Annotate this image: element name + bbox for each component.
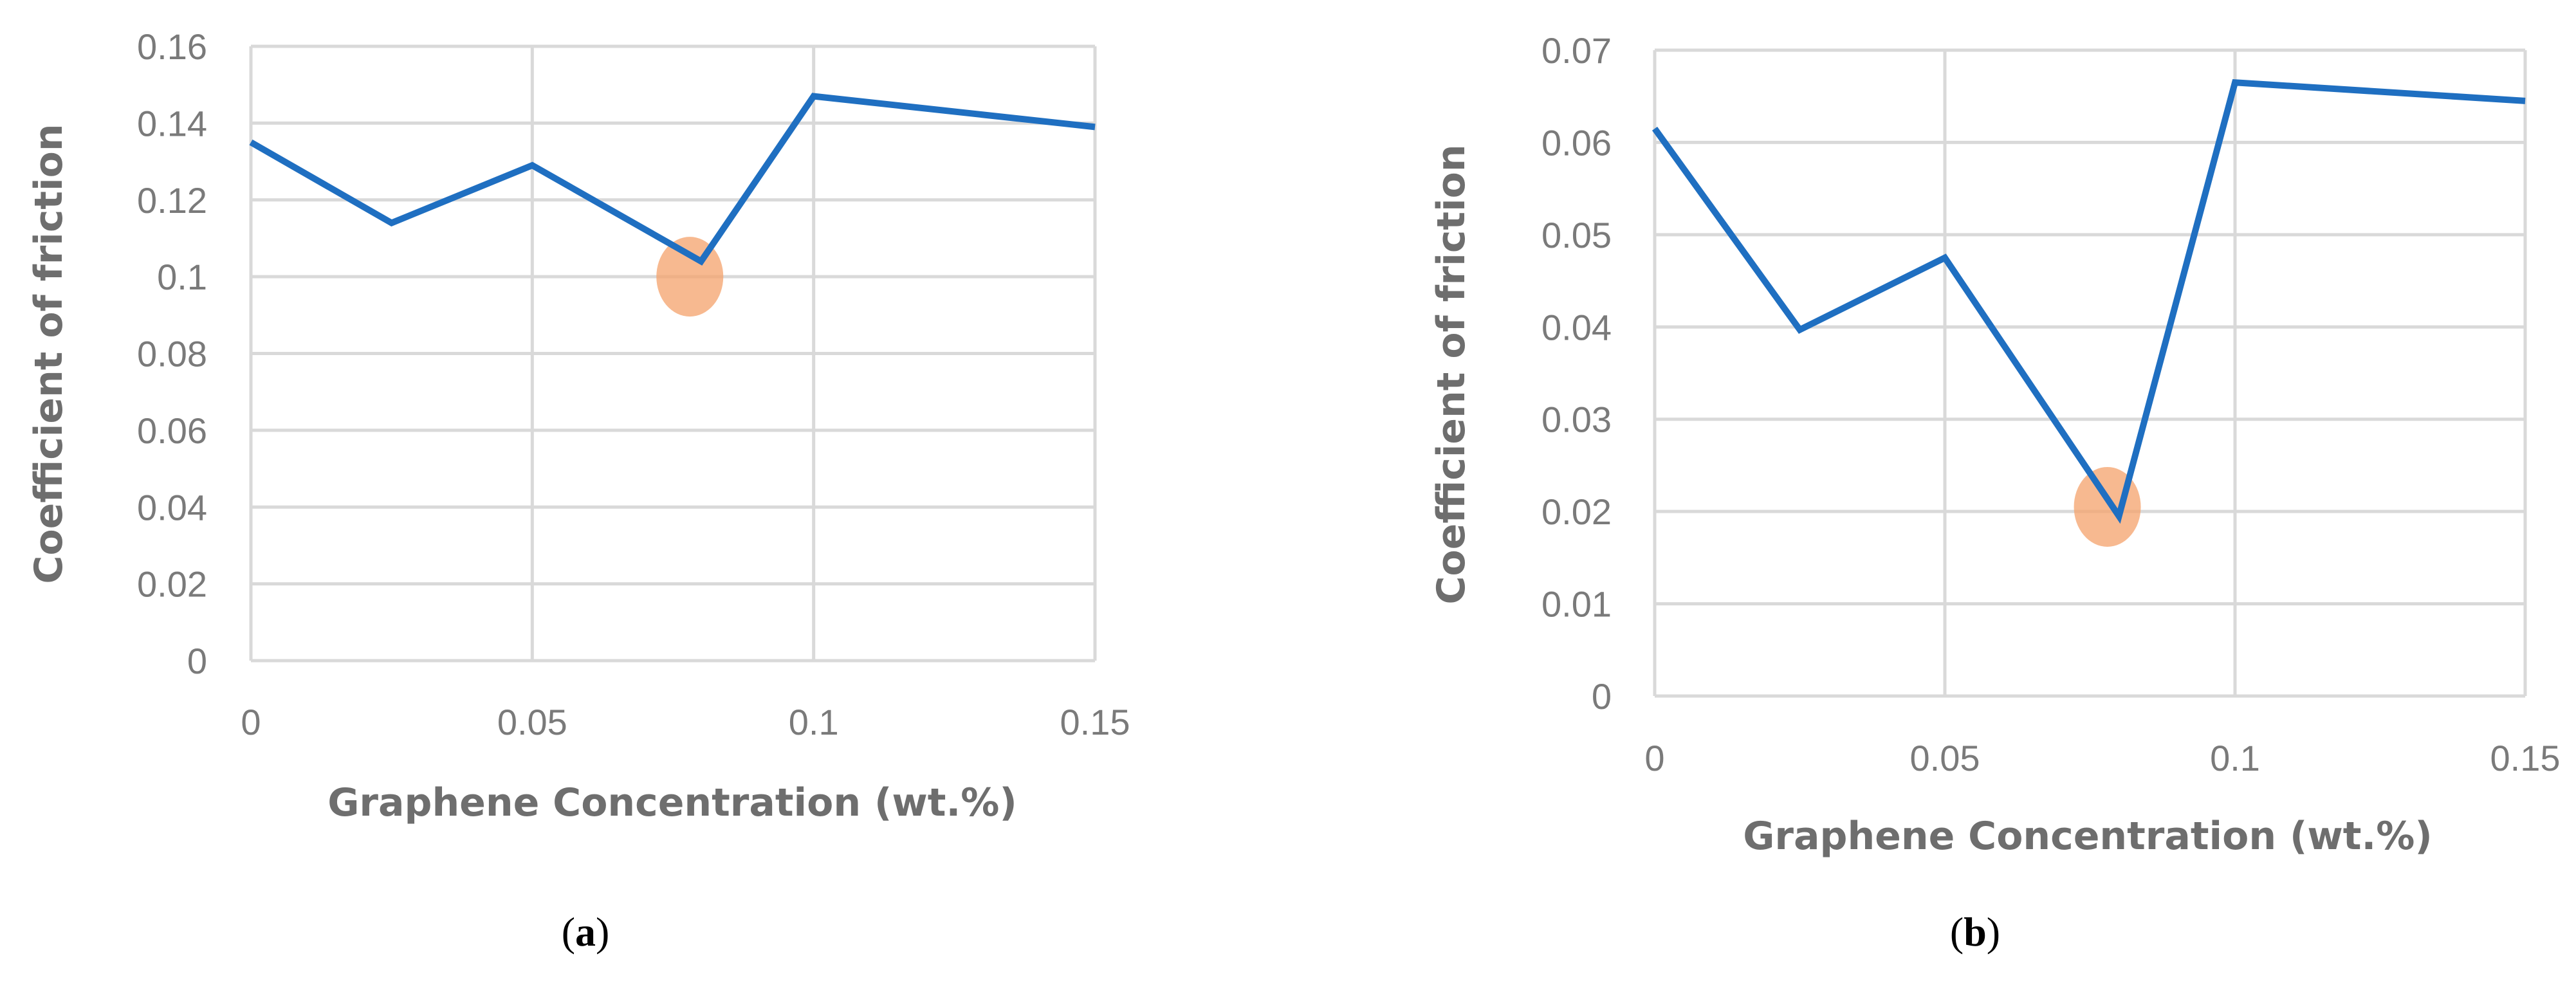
x-tick-label-a-0: 0 bbox=[241, 702, 261, 742]
chart-panel-b: 0 0.01 0.02 0.03 0.04 0.05 0.06 0.07 0 0.05 0.1 0.1… bbox=[1429, 30, 2561, 859]
y-tick-label-a-0: 0 bbox=[187, 641, 207, 681]
chart-panel-a: 0 0.02 0.04 0.06 0.08 0.1 0.12 0.14 0.16 0 0.05 0.1… bbox=[26, 26, 1130, 825]
series-line-a-0 bbox=[249, 93, 1096, 266]
y-tick-label-a-8: 0.16 bbox=[137, 26, 207, 67]
panel-b-caption: (b) bbox=[1950, 909, 2000, 955]
x-axis-title-b: Graphene Concentration (wt.%) bbox=[1743, 814, 2433, 859]
x-tick-label-b-2: 0.1 bbox=[2210, 738, 2260, 778]
x-tick-label-a-3: 0.15 bbox=[1060, 702, 1130, 742]
y-tick-label-b-0: 0 bbox=[1592, 676, 1612, 717]
y-tick-label-a-6: 0.12 bbox=[137, 180, 207, 221]
y-tick-label-b-5: 0.05 bbox=[1541, 215, 1612, 255]
y-tick-label-a-2: 0.04 bbox=[137, 487, 207, 527]
x-tick-label-a-1: 0.05 bbox=[497, 702, 567, 742]
y-tick-label-b-3: 0.03 bbox=[1541, 399, 1612, 440]
y-tick-label-b-7: 0.07 bbox=[1541, 30, 1612, 71]
y-tick-label-a-3: 0.06 bbox=[137, 410, 207, 451]
series-line-b-0 bbox=[1651, 78, 2526, 524]
x-tick-label-a-2: 0.1 bbox=[789, 702, 839, 742]
y-tick-label-a-7: 0.14 bbox=[137, 103, 207, 143]
y-axis-title-a: Coefficient of friction bbox=[26, 124, 71, 583]
y-tick-label-b-6: 0.06 bbox=[1541, 122, 1612, 163]
y-tick-label-a-1: 0.02 bbox=[137, 564, 207, 605]
y-axis-title-b: Coefficient of friction bbox=[1429, 144, 1474, 604]
panel-a-caption: (a) bbox=[562, 909, 610, 955]
y-tick-label-b-4: 0.04 bbox=[1541, 307, 1612, 347]
y-tick-label-b-2: 0.02 bbox=[1541, 491, 1612, 532]
x-tick-label-b-1: 0.05 bbox=[1910, 738, 1980, 778]
x-axis-title-a: Graphene Concentration (wt.%) bbox=[327, 780, 1017, 825]
y-tick-label-b-1: 0.01 bbox=[1541, 584, 1612, 625]
x-tick-label-b-3: 0.15 bbox=[2490, 738, 2561, 778]
y-tick-label-a-5: 0.1 bbox=[157, 257, 207, 297]
y-tick-label-a-4: 0.08 bbox=[137, 334, 207, 374]
x-tick-label-b-0: 0 bbox=[1644, 738, 1664, 778]
